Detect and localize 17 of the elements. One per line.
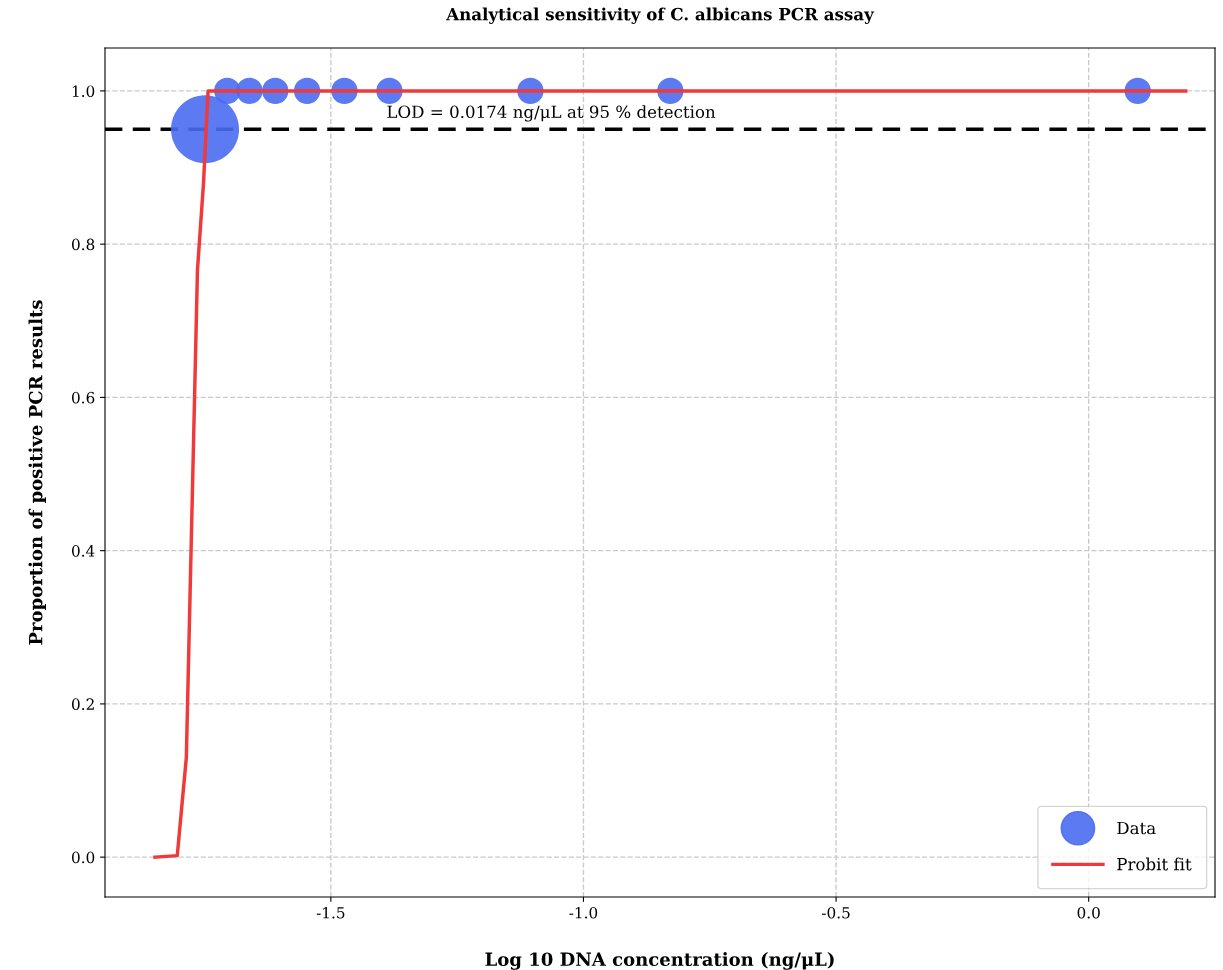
y-tick-label: 1.0 <box>72 85 95 97</box>
ref-line-label: LOD = 0.0174 ng/μL at 95 % detection <box>387 105 716 122</box>
y-axis-title: Proportion of positive PCR results <box>28 300 46 645</box>
x-tick-label: -0.5 <box>822 906 850 919</box>
y-tick-label: 0.4 <box>71 545 95 557</box>
x-tick-label: -1.5 <box>316 906 345 919</box>
line-series <box>153 89 1188 859</box>
x-axis-title: Log 10 DNA concentration (ng/μL) <box>485 952 834 970</box>
chart-title: Analytical sensitivity of C. albicans PCR assay <box>446 7 875 24</box>
y-tick-label: 0.8 <box>71 238 95 251</box>
y-tick-label: 0.6 <box>71 391 95 404</box>
legend-label: Data <box>1117 821 1156 835</box>
x-tick-label: 0.0 <box>1077 906 1100 919</box>
legend-label: Probit fit <box>1117 857 1192 871</box>
y-tick-label: 0.2 <box>71 698 94 710</box>
y-tick-label: 0.0 <box>71 851 95 864</box>
x-tick-label: -1.0 <box>569 906 598 919</box>
